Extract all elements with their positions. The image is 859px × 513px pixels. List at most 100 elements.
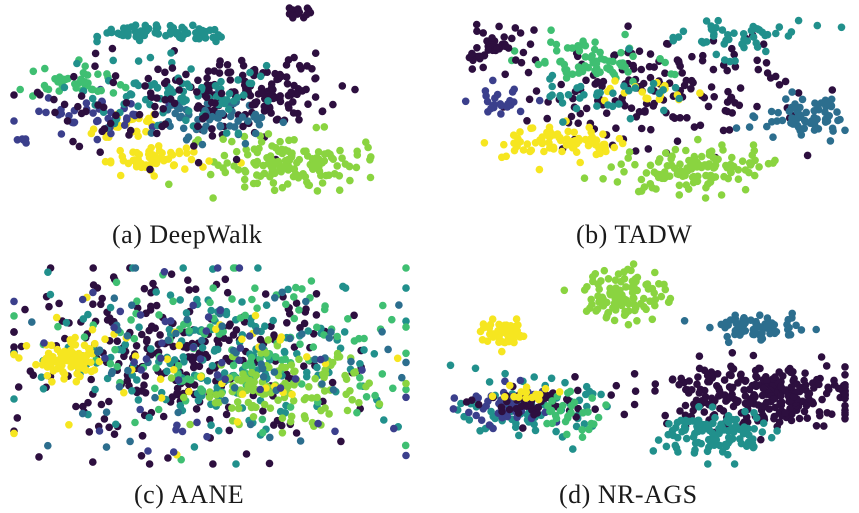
scatter-point <box>312 311 321 319</box>
scatter-point <box>254 264 262 272</box>
scatter-point <box>588 52 596 60</box>
scatter-point <box>630 370 639 378</box>
scatter-point <box>109 78 118 87</box>
scatter-point <box>278 414 287 422</box>
scatter-point <box>22 342 31 350</box>
scatter-point <box>824 383 832 392</box>
scatter-point <box>661 58 669 67</box>
scatter-point <box>755 26 764 34</box>
scatter-point <box>491 94 499 102</box>
scatter-point <box>100 415 109 423</box>
scatter-point <box>289 396 298 405</box>
caption-nr-ags: (d) NR-AGS <box>559 480 698 509</box>
scatter-point <box>581 41 590 50</box>
scatter-point <box>311 93 320 101</box>
scatter-point <box>546 407 554 416</box>
scatter-point <box>44 441 52 450</box>
scatter-point <box>283 319 291 327</box>
scatter-point <box>574 134 583 143</box>
scatter-point <box>151 152 159 160</box>
scatter-point <box>271 294 279 302</box>
scatter-point <box>183 375 192 383</box>
scatter-point <box>637 175 646 184</box>
scatter-point <box>814 104 822 112</box>
scatter-point <box>497 403 506 412</box>
scatter-point <box>110 323 118 332</box>
scatter-point <box>569 445 577 453</box>
scatter-point <box>774 108 782 117</box>
scatter-point <box>72 377 81 386</box>
scatter-point <box>770 414 778 423</box>
scatter-point <box>817 353 826 361</box>
scatter-point <box>524 68 533 77</box>
scatter-point <box>719 146 727 154</box>
scatter-point <box>402 358 410 367</box>
scatter-point <box>647 86 655 94</box>
scatter-point <box>110 294 119 302</box>
scatter-point <box>263 154 271 162</box>
scatter-point <box>37 373 46 381</box>
scatter-point <box>84 310 92 319</box>
scatter-point <box>514 321 522 329</box>
scatter-point <box>830 381 839 389</box>
scatter-point <box>697 152 706 161</box>
scatter-point <box>707 83 716 91</box>
scatter-point <box>229 264 238 272</box>
scatter-point <box>356 382 364 390</box>
scatter-point <box>100 125 109 133</box>
scatter-point <box>235 356 243 365</box>
scatter-point <box>378 370 387 378</box>
scatter-point <box>229 361 238 370</box>
scatter-point <box>269 316 278 325</box>
scatter-point <box>654 158 663 166</box>
scatter-point <box>209 284 217 292</box>
scatter-point <box>271 144 280 152</box>
scatter-point <box>527 124 535 133</box>
scatter-point <box>351 368 360 376</box>
scatter-point <box>516 376 525 385</box>
scatter-point <box>124 366 132 375</box>
scatter-point <box>290 293 298 301</box>
scatter-point <box>311 355 319 364</box>
scatter-point <box>94 101 102 109</box>
scatter-point <box>781 409 790 417</box>
scatter-point <box>336 146 344 155</box>
scatter-point <box>167 49 175 57</box>
scatter-point <box>446 361 455 370</box>
scatter-point <box>132 342 141 350</box>
scatter-point <box>304 181 313 189</box>
scatter-point <box>208 112 216 121</box>
scatter-point <box>648 183 656 192</box>
scatter-point <box>794 123 803 132</box>
scatter-point <box>109 89 118 97</box>
scatter-point <box>540 147 548 156</box>
scatter-point <box>797 326 806 334</box>
scatter-point <box>795 414 804 423</box>
scatter-point <box>74 102 82 111</box>
scatter-point <box>681 401 690 410</box>
scatter-point <box>727 168 735 177</box>
scatter-point <box>787 383 796 391</box>
scatter-point <box>121 340 130 349</box>
scatter-point <box>155 311 163 319</box>
scatter-point <box>237 56 246 65</box>
scatter-point <box>742 316 750 325</box>
scatter-point <box>170 161 178 169</box>
scatter-point <box>482 92 490 100</box>
scatter-point <box>206 170 215 179</box>
scatter-point <box>105 397 113 406</box>
scatter-point <box>222 129 231 137</box>
scatter-point <box>262 349 270 357</box>
scatter-point <box>708 403 717 411</box>
scatter-point <box>197 373 205 381</box>
scatter-point <box>696 121 705 130</box>
scatter-point <box>654 436 663 444</box>
scatter-point <box>664 298 673 306</box>
scatter-point <box>125 131 133 139</box>
scatter-point <box>773 427 781 435</box>
scatter-point <box>665 420 673 428</box>
scatter-point <box>717 191 726 199</box>
scatter-point <box>462 398 471 406</box>
scatter-point <box>810 126 819 134</box>
scatter-point <box>152 21 161 29</box>
